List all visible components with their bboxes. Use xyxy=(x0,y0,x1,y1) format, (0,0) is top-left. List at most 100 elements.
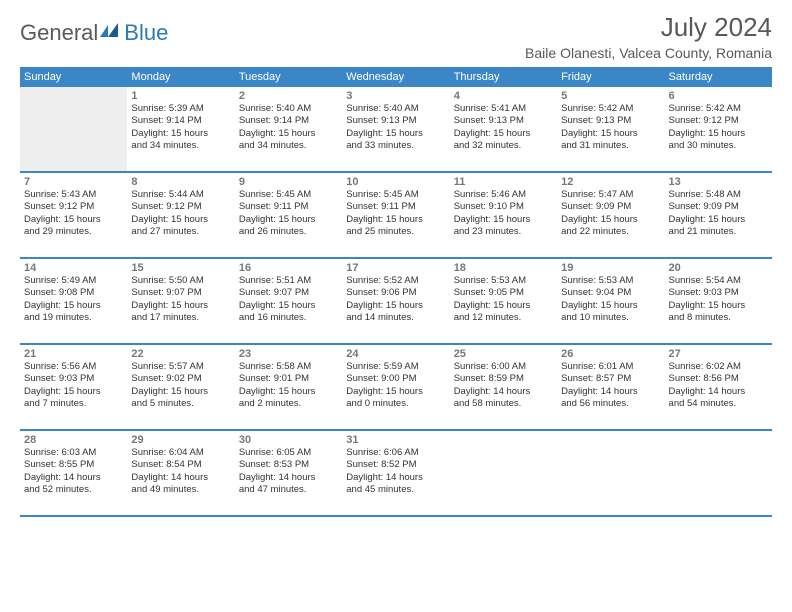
day-number: 10 xyxy=(346,176,445,188)
day-cell: 31Sunrise: 6:06 AMSunset: 8:52 PMDayligh… xyxy=(342,431,449,515)
weekday-header: Friday xyxy=(557,67,664,87)
day-number: 26 xyxy=(561,348,660,360)
day-detail-line: Daylight: 15 hours xyxy=(131,386,230,398)
day-cell: 2Sunrise: 5:40 AMSunset: 9:14 PMDaylight… xyxy=(235,87,342,171)
day-detail-line: and 19 minutes. xyxy=(24,312,123,324)
day-detail-line: Sunrise: 5:53 AM xyxy=(454,275,553,287)
day-detail-line: Daylight: 15 hours xyxy=(239,386,338,398)
day-detail-line: Daylight: 14 hours xyxy=(24,472,123,484)
day-number: 3 xyxy=(346,90,445,102)
day-detail-line: Sunrise: 5:41 AM xyxy=(454,103,553,115)
day-detail-line: Sunset: 8:59 PM xyxy=(454,373,553,385)
day-cell: 15Sunrise: 5:50 AMSunset: 9:07 PMDayligh… xyxy=(127,259,234,343)
day-cell: 24Sunrise: 5:59 AMSunset: 9:00 PMDayligh… xyxy=(342,345,449,429)
day-detail-line: and 0 minutes. xyxy=(346,398,445,410)
day-detail-line: and 58 minutes. xyxy=(454,398,553,410)
day-detail-line: Daylight: 15 hours xyxy=(131,300,230,312)
day-detail-line: Sunrise: 5:50 AM xyxy=(131,275,230,287)
day-detail-line: Daylight: 15 hours xyxy=(346,386,445,398)
day-detail-line: Sunrise: 5:40 AM xyxy=(346,103,445,115)
day-cell xyxy=(665,431,772,515)
day-number: 11 xyxy=(454,176,553,188)
day-number: 28 xyxy=(24,434,123,446)
day-detail-line: Daylight: 15 hours xyxy=(346,214,445,226)
day-detail-line: Sunrise: 5:49 AM xyxy=(24,275,123,287)
calendar-grid: SundayMondayTuesdayWednesdayThursdayFrid… xyxy=(20,67,772,517)
week-row: 14Sunrise: 5:49 AMSunset: 9:08 PMDayligh… xyxy=(20,259,772,345)
day-cell: 9Sunrise: 5:45 AMSunset: 9:11 PMDaylight… xyxy=(235,173,342,257)
day-cell: 14Sunrise: 5:49 AMSunset: 9:08 PMDayligh… xyxy=(20,259,127,343)
day-number: 15 xyxy=(131,262,230,274)
day-detail-line: Sunrise: 6:02 AM xyxy=(669,361,768,373)
day-detail-line: and 49 minutes. xyxy=(131,484,230,496)
day-cell: 20Sunrise: 5:54 AMSunset: 9:03 PMDayligh… xyxy=(665,259,772,343)
day-detail-line: Sunset: 8:52 PM xyxy=(346,459,445,471)
day-detail-line: Daylight: 14 hours xyxy=(454,386,553,398)
day-detail-line: Sunrise: 6:06 AM xyxy=(346,447,445,459)
day-cell: 4Sunrise: 5:41 AMSunset: 9:13 PMDaylight… xyxy=(450,87,557,171)
day-cell xyxy=(557,431,664,515)
day-detail-line: and 21 minutes. xyxy=(669,226,768,238)
day-detail-line: Sunset: 9:11 PM xyxy=(346,201,445,213)
day-detail-line: Sunrise: 5:44 AM xyxy=(131,189,230,201)
day-number: 6 xyxy=(669,90,768,102)
day-detail-line: and 8 minutes. xyxy=(669,312,768,324)
day-number: 16 xyxy=(239,262,338,274)
day-detail-line: Daylight: 15 hours xyxy=(239,128,338,140)
day-detail-line: Sunset: 9:12 PM xyxy=(24,201,123,213)
day-detail-line: Sunset: 9:11 PM xyxy=(239,201,338,213)
day-detail-line: Sunrise: 6:04 AM xyxy=(131,447,230,459)
title-block: July 2024 Baile Olanesti, Valcea County,… xyxy=(525,12,772,61)
day-detail-line: Sunset: 9:13 PM xyxy=(346,115,445,127)
day-number: 31 xyxy=(346,434,445,446)
day-detail-line: Daylight: 15 hours xyxy=(239,300,338,312)
day-detail-line: and 47 minutes. xyxy=(239,484,338,496)
day-detail-line: and 7 minutes. xyxy=(24,398,123,410)
day-detail-line: Sunset: 8:55 PM xyxy=(24,459,123,471)
day-number: 23 xyxy=(239,348,338,360)
day-cell: 26Sunrise: 6:01 AMSunset: 8:57 PMDayligh… xyxy=(557,345,664,429)
day-cell: 27Sunrise: 6:02 AMSunset: 8:56 PMDayligh… xyxy=(665,345,772,429)
day-cell: 10Sunrise: 5:45 AMSunset: 9:11 PMDayligh… xyxy=(342,173,449,257)
month-title: July 2024 xyxy=(525,12,772,43)
day-detail-line: Daylight: 14 hours xyxy=(131,472,230,484)
day-detail-line: Daylight: 15 hours xyxy=(131,128,230,140)
day-cell xyxy=(20,87,127,171)
day-detail-line: Sunrise: 5:43 AM xyxy=(24,189,123,201)
day-detail-line: Sunset: 9:09 PM xyxy=(561,201,660,213)
day-detail-line: and 22 minutes. xyxy=(561,226,660,238)
day-cell: 21Sunrise: 5:56 AMSunset: 9:03 PMDayligh… xyxy=(20,345,127,429)
day-cell: 17Sunrise: 5:52 AMSunset: 9:06 PMDayligh… xyxy=(342,259,449,343)
day-detail-line: Sunset: 9:01 PM xyxy=(239,373,338,385)
day-cell: 13Sunrise: 5:48 AMSunset: 9:09 PMDayligh… xyxy=(665,173,772,257)
day-detail-line: Sunrise: 5:40 AM xyxy=(239,103,338,115)
day-detail-line: Sunrise: 5:42 AM xyxy=(669,103,768,115)
day-detail-line: Sunset: 9:13 PM xyxy=(561,115,660,127)
day-number: 13 xyxy=(669,176,768,188)
day-cell: 29Sunrise: 6:04 AMSunset: 8:54 PMDayligh… xyxy=(127,431,234,515)
day-number: 1 xyxy=(131,90,230,102)
day-detail-line: Sunset: 8:53 PM xyxy=(239,459,338,471)
weekday-header: Thursday xyxy=(450,67,557,87)
day-number: 2 xyxy=(239,90,338,102)
day-cell: 12Sunrise: 5:47 AMSunset: 9:09 PMDayligh… xyxy=(557,173,664,257)
day-detail-line: and 5 minutes. xyxy=(131,398,230,410)
day-number: 17 xyxy=(346,262,445,274)
day-detail-line: Sunset: 9:10 PM xyxy=(454,201,553,213)
day-number: 29 xyxy=(131,434,230,446)
day-number: 18 xyxy=(454,262,553,274)
day-detail-line: Daylight: 15 hours xyxy=(561,214,660,226)
day-detail-line: and 23 minutes. xyxy=(454,226,553,238)
day-detail-line: Daylight: 15 hours xyxy=(24,300,123,312)
day-detail-line: Daylight: 15 hours xyxy=(346,300,445,312)
day-detail-line: Daylight: 15 hours xyxy=(561,300,660,312)
day-number: 5 xyxy=(561,90,660,102)
day-detail-line: and 16 minutes. xyxy=(239,312,338,324)
day-detail-line: Sunset: 9:00 PM xyxy=(346,373,445,385)
day-detail-line: and 34 minutes. xyxy=(239,140,338,152)
day-cell: 22Sunrise: 5:57 AMSunset: 9:02 PMDayligh… xyxy=(127,345,234,429)
day-detail-line: Sunset: 9:04 PM xyxy=(561,287,660,299)
day-detail-line: Sunrise: 6:03 AM xyxy=(24,447,123,459)
day-number: 25 xyxy=(454,348,553,360)
day-detail-line: Sunset: 9:12 PM xyxy=(131,201,230,213)
